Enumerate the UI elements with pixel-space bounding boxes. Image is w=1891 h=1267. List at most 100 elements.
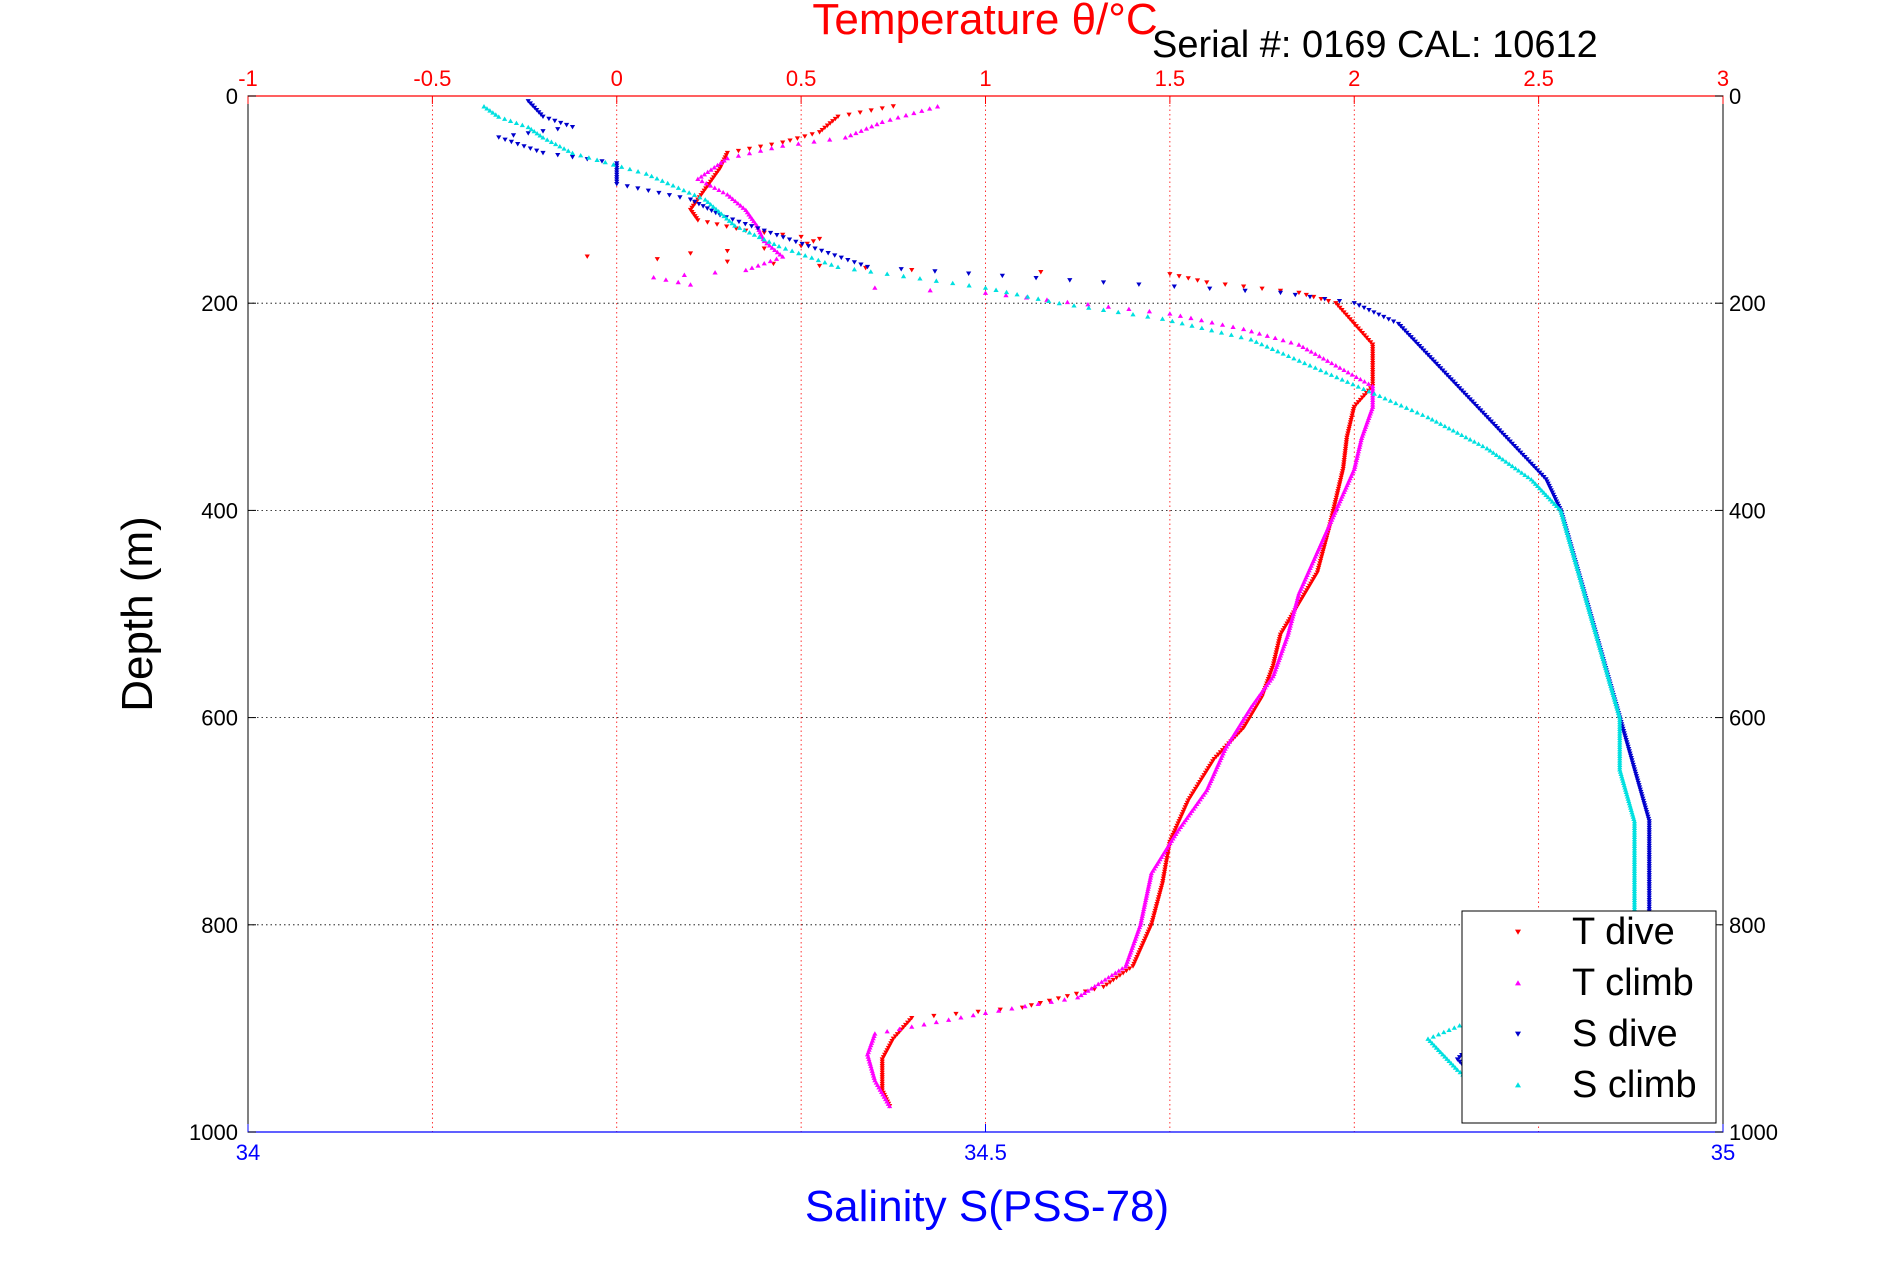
data-point xyxy=(1576,571,1582,576)
data-point xyxy=(1286,627,1292,633)
data-point xyxy=(1454,384,1461,389)
data-point xyxy=(769,245,775,250)
data-point xyxy=(1112,970,1118,975)
data-point xyxy=(1626,749,1632,754)
data-point xyxy=(1412,339,1418,345)
depth-tick-label-left: 600 xyxy=(201,706,238,731)
data-point xyxy=(1370,363,1376,368)
data-point xyxy=(1631,848,1638,853)
data-point xyxy=(1611,694,1617,700)
data-point xyxy=(1336,484,1342,490)
data-point xyxy=(1361,305,1367,311)
data-point xyxy=(1207,286,1213,292)
data-point xyxy=(1345,369,1351,375)
data-point xyxy=(828,262,835,267)
data-point xyxy=(1310,577,1317,582)
data-point xyxy=(1316,565,1322,571)
data-point xyxy=(1622,735,1629,741)
data-point xyxy=(1265,677,1271,682)
data-point xyxy=(1353,457,1359,463)
data-point xyxy=(599,159,605,164)
data-point xyxy=(1637,787,1643,793)
data-point xyxy=(534,148,540,154)
data-point xyxy=(761,236,767,242)
data-point xyxy=(1272,335,1278,341)
data-point xyxy=(1532,466,1539,471)
data-point xyxy=(872,285,878,290)
data-point xyxy=(1344,379,1351,384)
data-point xyxy=(1446,1027,1452,1032)
data-point xyxy=(724,150,730,156)
temperature-tick-label: 1.5 xyxy=(1155,66,1186,91)
data-point xyxy=(832,116,838,122)
data-point xyxy=(996,1008,1002,1013)
data-point xyxy=(594,157,600,162)
data-point xyxy=(1622,733,1628,738)
data-point xyxy=(1333,301,1339,306)
temperature-tick-label: -0.5 xyxy=(413,66,451,91)
data-point xyxy=(1511,443,1517,449)
data-point xyxy=(1145,884,1152,889)
data-point xyxy=(1433,361,1440,367)
data-point xyxy=(1357,397,1363,403)
data-point xyxy=(1188,793,1194,799)
data-point xyxy=(1147,875,1154,880)
data-point xyxy=(1110,977,1116,983)
data-point xyxy=(816,236,823,242)
data-point xyxy=(1037,1000,1044,1006)
data-point xyxy=(870,1073,877,1078)
data-point xyxy=(1078,992,1084,998)
data-point xyxy=(584,254,590,259)
data-point xyxy=(555,152,561,158)
data-point xyxy=(1307,294,1313,300)
data-point xyxy=(1351,406,1357,412)
data-point xyxy=(819,127,825,133)
data-point xyxy=(1414,410,1420,415)
data-point xyxy=(1147,877,1153,882)
data-point xyxy=(1545,494,1551,500)
data-point xyxy=(1167,272,1173,277)
data-point xyxy=(1646,823,1652,829)
data-point xyxy=(1358,437,1364,443)
data-point xyxy=(1160,876,1166,882)
data-point xyxy=(1343,312,1349,318)
data-point xyxy=(1217,750,1224,755)
data-point xyxy=(1631,823,1638,828)
data-point xyxy=(1467,437,1473,442)
data-point xyxy=(1135,952,1141,958)
data-point xyxy=(1345,429,1352,434)
data-point xyxy=(1534,468,1541,473)
data-point xyxy=(782,246,789,251)
data-point xyxy=(496,114,502,119)
data-point xyxy=(1339,471,1345,476)
data-point xyxy=(1276,637,1283,642)
data-point xyxy=(538,112,544,117)
data-point xyxy=(1086,305,1092,310)
data-point xyxy=(1295,595,1301,600)
data-point xyxy=(1608,685,1615,691)
data-point xyxy=(1545,481,1551,487)
data-point xyxy=(614,179,620,185)
data-point xyxy=(1430,1034,1436,1039)
data-point xyxy=(1398,324,1404,329)
data-point xyxy=(712,270,718,275)
data-point xyxy=(879,119,885,124)
data-point xyxy=(1161,874,1167,879)
data-point xyxy=(1248,328,1255,334)
data-point xyxy=(724,155,730,161)
data-point xyxy=(1370,386,1376,391)
data-point xyxy=(966,283,972,288)
data-point xyxy=(1190,791,1196,796)
data-point xyxy=(867,1061,873,1066)
data-point xyxy=(529,103,536,108)
data-point xyxy=(558,120,564,126)
data-point xyxy=(774,249,781,255)
data-point xyxy=(898,267,904,272)
data-point xyxy=(1264,344,1270,349)
data-point xyxy=(1130,964,1136,969)
data-point xyxy=(1646,839,1652,844)
data-point xyxy=(712,185,718,190)
data-point xyxy=(1356,444,1363,449)
data-point xyxy=(1317,561,1323,566)
data-point xyxy=(811,139,817,144)
